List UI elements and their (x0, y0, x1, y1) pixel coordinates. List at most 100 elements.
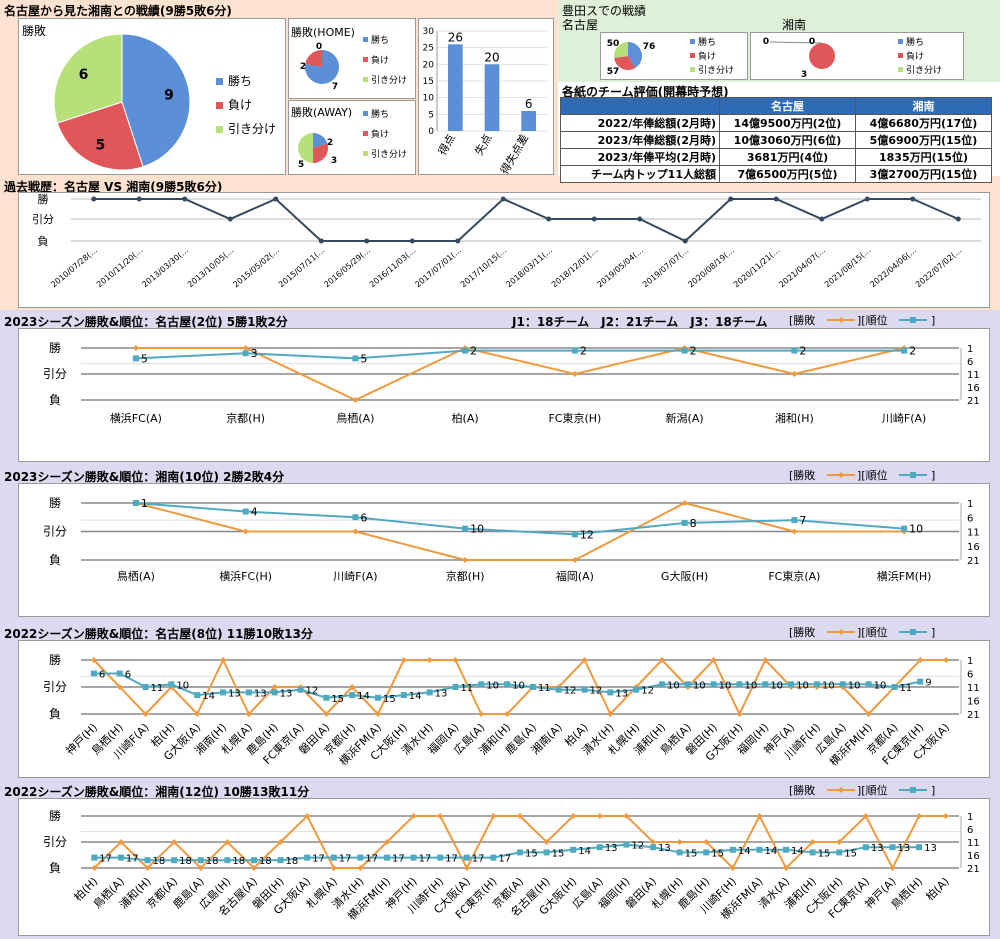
rank-point (374, 694, 381, 701)
result-point (791, 371, 798, 377)
rank-point (862, 844, 869, 851)
result-point (571, 371, 578, 377)
rank-point (916, 844, 923, 851)
x-tick-label: 2021/04/07(… (777, 246, 827, 290)
eval-cell: 14億9500万円(2位) (719, 114, 856, 132)
legend-label: ] (931, 314, 935, 327)
rank-point (650, 844, 657, 851)
x-tick-label: 柏(A) (452, 411, 479, 425)
rank-data-label: 12 (306, 686, 319, 697)
legend-swatch (363, 151, 368, 156)
result-point (623, 813, 630, 819)
rank-point (116, 670, 123, 677)
history-point (227, 216, 233, 222)
history-point (318, 238, 324, 244)
history-point (364, 238, 370, 244)
x-tick-label: 横浜FM(H) (877, 569, 932, 583)
rank-point (242, 350, 249, 357)
y-tick-label: 0 (428, 127, 434, 137)
eval-cell: 4億6680万円(17位) (855, 114, 992, 132)
result-point (650, 839, 657, 845)
rank-data-label: 18 (179, 856, 192, 867)
x-tick-label: 京都(H) (226, 411, 265, 425)
rank-point (809, 849, 816, 856)
rank-tick-label: 16 (967, 383, 980, 394)
rank-data-label: 17 (99, 854, 112, 865)
history-point (500, 196, 506, 202)
result-point (349, 684, 356, 690)
result-point (596, 813, 603, 819)
result-point (809, 839, 816, 845)
rank-tick-label: 1 (967, 344, 973, 355)
x-tick-label: 川崎F(A) (882, 411, 926, 425)
rank-point (357, 854, 364, 861)
result-series-line (135, 346, 905, 402)
history-point (728, 196, 734, 202)
rank-point (729, 846, 736, 853)
x-tick-label: 2022/07/02(… (914, 246, 964, 290)
rank-data-label: 18 (206, 856, 219, 867)
rank-data-label: 11 (460, 683, 473, 694)
x-tick-label: 横浜FC(A) (110, 411, 162, 425)
x-tick-label: 2022/04/06(… (868, 246, 918, 290)
pie-data-label: 50 (607, 39, 620, 49)
result-point (117, 839, 124, 845)
rank-data-label: 15 (331, 694, 344, 705)
pie-slice (614, 56, 636, 70)
rank-tick-label: 11 (967, 370, 980, 381)
rank-data-label: 13 (924, 843, 937, 854)
rank-data-label: 13 (435, 688, 448, 699)
legend-swatch (363, 37, 368, 42)
rank-data-label: 13 (280, 688, 293, 699)
rank-point (555, 686, 562, 693)
rank-point (783, 846, 790, 853)
history-point (773, 196, 779, 202)
history-point (546, 216, 552, 222)
result-point (90, 657, 97, 663)
bar (448, 44, 463, 131)
rank-data-label: 8 (690, 517, 697, 530)
pie-slice (56, 101, 144, 171)
rank-point (224, 857, 231, 864)
result-point (323, 711, 330, 717)
rank-tick-label: 21 (967, 864, 980, 875)
eval-cell: 7億6500万円(5位) (719, 165, 856, 183)
x-tick-label: 新潟(A) (666, 411, 704, 425)
result-point (452, 657, 459, 663)
legend-swatch (910, 787, 916, 793)
rank-point (245, 689, 252, 696)
rank-data-label: 10 (796, 680, 809, 691)
rank-data-label: 14 (791, 846, 804, 857)
bar-data-label: 6 (525, 97, 533, 111)
x-tick-label: 2017/07/01(… (413, 246, 463, 290)
pie-slice (614, 42, 628, 59)
rank-point (917, 678, 924, 685)
rank-series-line (135, 349, 905, 360)
rank-point (623, 841, 630, 848)
x-tick-label: 2019/07/07(… (641, 246, 691, 290)
result-point (426, 657, 433, 663)
legend-label: 引き分け (698, 65, 734, 76)
result-point (277, 839, 284, 845)
eval-cell: 2023/年俸平均(2月時) (560, 148, 720, 166)
result-point (517, 813, 523, 819)
legend-label: 負け (698, 50, 716, 62)
rank-tick-label: 6 (967, 825, 973, 836)
rank-data-label: 18 (259, 856, 272, 867)
rank-data-label: 10 (470, 523, 484, 536)
y-axis-label: 引分 (43, 680, 67, 694)
rank-data-label: 6 (360, 511, 367, 524)
rank-point (352, 355, 359, 362)
rank-data-label: 17 (365, 854, 378, 865)
x-tick-label: G大阪(H) (661, 569, 708, 583)
rank-point (437, 854, 444, 861)
legend-swatch (363, 57, 368, 62)
rank-data-label: 9 (925, 678, 931, 689)
result-point (91, 865, 98, 871)
result-point (710, 657, 717, 663)
pie-slice (313, 143, 328, 163)
result-point (271, 684, 278, 690)
result-point (116, 684, 123, 690)
